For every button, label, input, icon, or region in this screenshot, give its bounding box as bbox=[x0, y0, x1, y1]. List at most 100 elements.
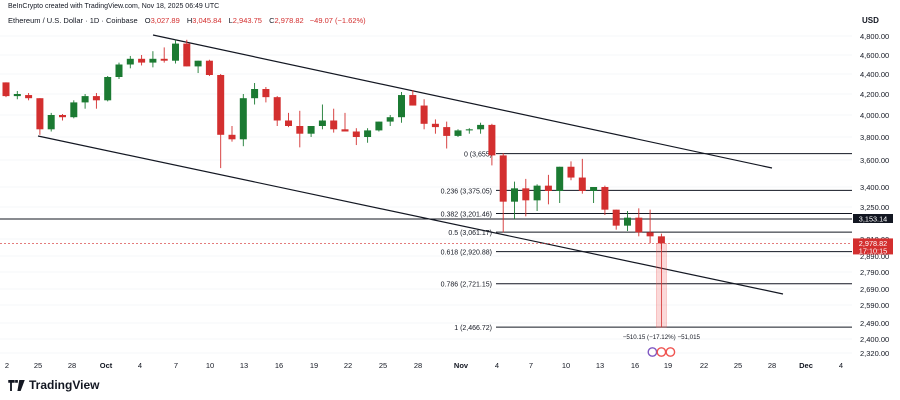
candle-0 bbox=[2, 82, 10, 98]
candle-body-8 bbox=[92, 96, 100, 101]
candle-45 bbox=[511, 181, 518, 219]
x-tick-label-19: 19 bbox=[664, 361, 672, 370]
fib-level-label-5: 0.786 (2,721.15) bbox=[441, 282, 492, 289]
y-tick-label-7: 3,400.00 bbox=[860, 183, 889, 192]
x-tick-label-6: 10 bbox=[206, 361, 214, 370]
candle-26 bbox=[296, 110, 304, 148]
x-tick-label-4: 4 bbox=[138, 361, 142, 370]
candle-27 bbox=[307, 126, 315, 137]
candle-body-27 bbox=[307, 126, 315, 134]
x-tick-label-13: Nov bbox=[454, 361, 469, 370]
candle-54 bbox=[612, 209, 620, 230]
y-tick-label-6: 3,600.00 bbox=[860, 156, 889, 165]
candle-34 bbox=[386, 115, 394, 126]
chart-credit: BeInCrypto created with TradingView.com,… bbox=[8, 3, 220, 10]
candle-14 bbox=[160, 47, 168, 63]
candle-13 bbox=[149, 51, 157, 68]
event-icon-2 bbox=[665, 347, 676, 357]
candle-body-38 bbox=[431, 123, 439, 128]
x-tick-label-1: 25 bbox=[34, 361, 42, 370]
fib-level-label-2: 0.382 (3,201.46) bbox=[441, 211, 492, 218]
candle-body-53 bbox=[601, 187, 609, 210]
candle-body-20 bbox=[228, 134, 236, 140]
candle-body-2 bbox=[25, 95, 33, 99]
candle-body-50 bbox=[567, 166, 575, 178]
candle-body-33 bbox=[375, 121, 383, 131]
candle-body-49 bbox=[556, 166, 564, 191]
candle-19 bbox=[217, 74, 225, 169]
candle-body-32 bbox=[364, 130, 372, 137]
y-tick-label-16: 2,320.00 bbox=[860, 349, 889, 358]
candle-29 bbox=[330, 108, 338, 133]
candle-body-18 bbox=[205, 60, 213, 75]
candle-body-13 bbox=[149, 58, 157, 63]
candle-body-28 bbox=[318, 120, 326, 126]
candle-53 bbox=[601, 185, 609, 215]
candle-10 bbox=[115, 62, 123, 79]
candle-body-37 bbox=[420, 105, 428, 124]
y-tick-label-15: 2,400.00 bbox=[860, 335, 889, 344]
x-tick-label-20: 22 bbox=[700, 361, 708, 370]
fib-level-label-4: 0.618 (2,920.88) bbox=[441, 250, 492, 257]
candle-11 bbox=[126, 55, 134, 69]
currency-label: USD bbox=[862, 16, 879, 25]
y-tick-label-4: 4,000.00 bbox=[860, 111, 889, 120]
candle-7 bbox=[81, 94, 89, 109]
candle-58 bbox=[657, 233, 665, 249]
x-tick-label-22: 28 bbox=[768, 361, 776, 370]
candle-31 bbox=[352, 128, 360, 146]
y-tick-label-0: 4,800.00 bbox=[860, 32, 889, 41]
candle-48 bbox=[544, 174, 552, 205]
candle-body-35 bbox=[398, 95, 405, 118]
x-tick-label-18: 16 bbox=[631, 361, 639, 370]
candle-55 bbox=[624, 211, 631, 231]
candle-35 bbox=[398, 92, 405, 123]
candle-9 bbox=[104, 76, 112, 102]
candle-body-6 bbox=[70, 102, 78, 118]
candle-body-57 bbox=[646, 232, 654, 237]
candle-body-26 bbox=[296, 126, 304, 134]
candle-12 bbox=[138, 55, 146, 66]
fib-level-label-0: 0 (3,655) bbox=[464, 152, 492, 159]
candle-6 bbox=[70, 100, 78, 119]
candle-56 bbox=[635, 208, 643, 237]
candle-body-52 bbox=[590, 187, 598, 191]
candle-33 bbox=[375, 121, 383, 132]
x-tick-label-7: 13 bbox=[240, 361, 248, 370]
y-tick-label-5: 3,800.00 bbox=[860, 133, 889, 142]
tradingview-brand: TradingView bbox=[8, 378, 99, 392]
x-tick-label-14: 4 bbox=[495, 361, 499, 370]
candle-body-45 bbox=[511, 188, 518, 202]
support-price-badge-bg bbox=[853, 214, 893, 223]
candle-body-12 bbox=[138, 58, 146, 63]
candle-body-31 bbox=[352, 131, 360, 137]
y-tick-label-8: 3,250.00 bbox=[860, 203, 889, 212]
x-tick-label-0: 2 bbox=[5, 361, 9, 370]
candle-23 bbox=[262, 87, 270, 103]
candle-body-24 bbox=[273, 97, 281, 121]
candle-47 bbox=[533, 184, 541, 211]
candle-46 bbox=[522, 178, 530, 217]
candle-body-22 bbox=[251, 89, 259, 99]
x-tick-label-10: 22 bbox=[344, 361, 352, 370]
candle-body-23 bbox=[262, 89, 270, 98]
candle-body-3 bbox=[36, 98, 44, 130]
event-icon-1 bbox=[656, 347, 667, 357]
candle-body-34 bbox=[386, 117, 394, 122]
x-tick-label-11: 25 bbox=[379, 361, 387, 370]
x-tick-label-21: 25 bbox=[734, 361, 742, 370]
measure-label: −510.15 (−17.12%) −51,015 bbox=[623, 334, 701, 341]
candle-51 bbox=[578, 158, 586, 194]
candle-25 bbox=[285, 112, 292, 128]
candle-body-41 bbox=[465, 129, 473, 131]
candle-43 bbox=[488, 123, 496, 166]
symbol-legend: Ethereum / U.S. Dollar · 1D · Coinbase O… bbox=[8, 16, 366, 25]
candle-body-15 bbox=[172, 43, 179, 61]
candle-body-46 bbox=[522, 188, 530, 201]
low-label: L bbox=[228, 16, 233, 25]
y-tick-label-1: 4,600.00 bbox=[860, 51, 889, 60]
candle-body-0 bbox=[2, 82, 10, 97]
candle-32 bbox=[364, 128, 372, 143]
candle-body-58 bbox=[657, 236, 665, 244]
